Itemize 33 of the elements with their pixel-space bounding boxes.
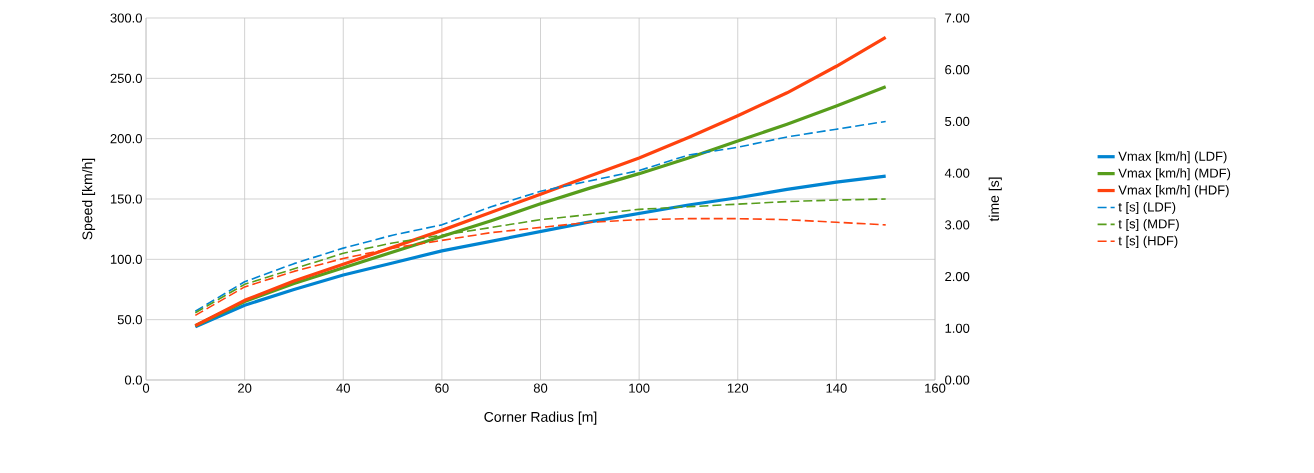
y-tick-label: 50.0: [117, 315, 142, 325]
y-axis-title: Speed [km/h]: [82, 158, 96, 240]
y2-tick-label: 6.00: [945, 65, 970, 75]
y-tick-label: 250.0: [110, 73, 142, 83]
legend-label: Vmax [km/h] (LDF): [1118, 151, 1227, 164]
legend-label: Vmax [km/h] (MDF): [1118, 168, 1231, 181]
y2-tick-label: 1.00: [945, 323, 970, 333]
y2-tick-label: 7.00: [945, 13, 970, 23]
y-tick-label: 200.0: [110, 134, 142, 144]
y-tick-label: 0.0: [124, 375, 142, 385]
y2-axis-title: time [s]: [988, 177, 1002, 222]
y-tick-label: 300.0: [110, 13, 142, 23]
x-tick-label: 120: [727, 383, 749, 393]
x-axis-title: Corner Radius [m]: [484, 411, 597, 425]
legend-label: t [s] (LDF): [1118, 201, 1176, 215]
x-tick-label: 20: [238, 383, 252, 393]
y2-tick-label: 4.00: [944, 168, 970, 178]
legend-label: t [s] (MDF): [1118, 218, 1179, 232]
x-tick-label: 0: [142, 383, 150, 393]
x-tick-label: 100: [629, 383, 650, 393]
x-tick-label: 160: [925, 383, 946, 393]
y2-tick-label: 2.00: [945, 271, 970, 282]
y2-tick-label: 3.00: [945, 220, 970, 230]
y2-tick-label: 0.00: [945, 375, 970, 385]
x-tick-label: 140: [826, 383, 847, 393]
x-tick-label: 40: [336, 383, 350, 393]
legend-label: Vmax [km/h] (HDF): [1118, 185, 1229, 198]
x-tick-label: 80: [533, 383, 548, 393]
y-tick-label: 150.0: [110, 194, 142, 204]
x-tick-label: 60: [435, 383, 449, 393]
legend-label: t [s] (HDF): [1118, 235, 1178, 248]
y2-tick-label: 5.00: [945, 116, 970, 127]
y-tick-label: 100.0: [110, 254, 142, 264]
